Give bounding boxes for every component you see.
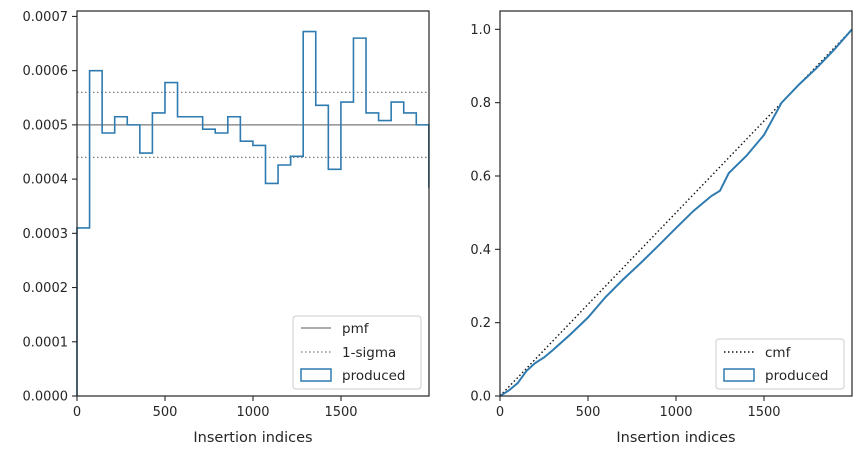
legend-cmf-label: cmf: [765, 345, 792, 361]
left-x-tick-label: 0: [73, 405, 81, 420]
legend-produced-label: produced: [342, 368, 406, 384]
left-legend-box: [292, 315, 422, 390]
right-x-tick-label: 1000: [659, 405, 692, 420]
left-x-tick-label: 1500: [324, 405, 357, 420]
legend-produced-label: produced: [765, 368, 829, 384]
left-y-tick-label: 0.0007: [23, 10, 69, 25]
right-y-tick-label: 1.0: [470, 23, 491, 38]
cmf-line: [499, 28, 853, 397]
legend-produced-swatch: [723, 368, 755, 382]
left-y-ticks: 0.0000 0.0001 0.0002 0.0003 0.0004 0.0005 0.00…: [23, 10, 77, 405]
right-x-ticks: 0 500 1000 1500: [496, 396, 781, 420]
left-y-tick-label: 0.0001: [23, 335, 69, 350]
produced-cumulative-line: [499, 28, 853, 397]
left-panel: 0.0000 0.0001 0.0002 0.0003 0.0004 0.0005 0.00…: [23, 10, 430, 446]
left-x-axis-label: Insertion indices: [193, 430, 312, 446]
produced-histogram-step: [76, 30, 430, 396]
left-x-tick-label: 1000: [236, 405, 269, 420]
left-y-tick-label: 0.0004: [23, 173, 69, 188]
right-x-tick-label: 1500: [747, 405, 780, 420]
right-panel: 0.0 0.2 0.4 0.6 0.8 1.0 0 500 1000 1500 Insertio…: [470, 10, 853, 446]
right-y-tick-label: 0.6: [470, 170, 491, 185]
left-y-tick-label: 0.0006: [23, 64, 69, 79]
left-y-tick-label: 0.0000: [23, 390, 69, 405]
legend-pmf-label: pmf: [342, 321, 370, 337]
legend-produced-swatch: [300, 368, 332, 382]
right-legend: cmf produced: [715, 338, 845, 390]
left-x-ticks: 0 500 1000 1500: [73, 396, 358, 420]
right-x-tick-label: 0: [496, 405, 504, 420]
right-y-tick-label: 0.4: [470, 243, 491, 258]
right-x-axis-label: Insertion indices: [616, 430, 735, 446]
right-y-ticks: 0.0 0.2 0.4 0.6 0.8 1.0: [470, 23, 500, 405]
right-y-tick-label: 0.8: [470, 96, 491, 111]
left-y-tick-label: 0.0005: [23, 118, 69, 133]
left-y-tick-label: 0.0003: [23, 227, 69, 242]
right-axes-frame: [499, 10, 853, 397]
left-y-tick-label: 0.0002: [23, 281, 69, 296]
legend-1-sigma-label: 1-sigma: [342, 345, 396, 361]
right-y-tick-label: 0.0: [470, 390, 491, 405]
left-x-tick-label: 500: [153, 405, 178, 420]
left-legend: pmf 1-sigma produced: [292, 315, 422, 390]
right-y-tick-label: 0.2: [470, 316, 491, 331]
right-x-tick-label: 500: [576, 405, 601, 420]
